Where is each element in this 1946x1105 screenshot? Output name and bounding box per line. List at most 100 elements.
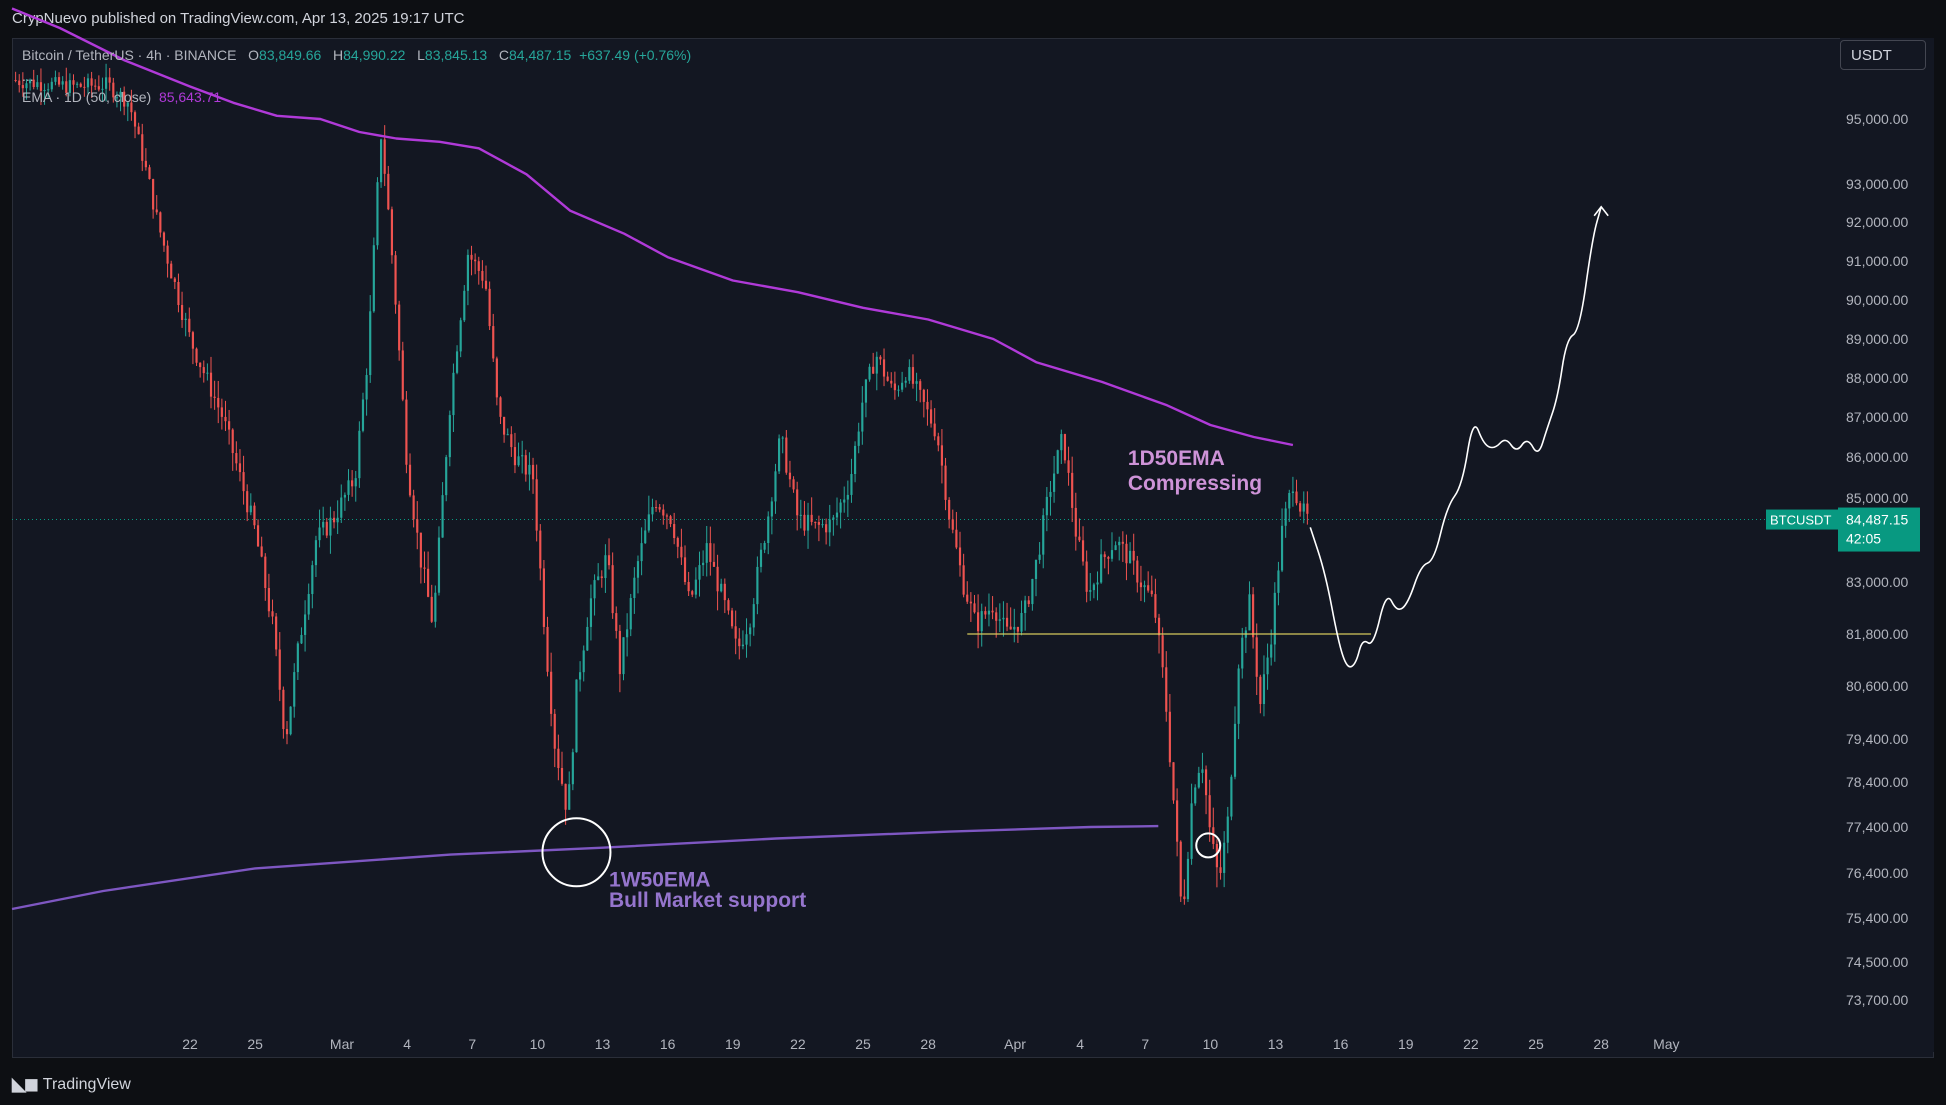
x-tick-label: 19 (1398, 1036, 1414, 1052)
candle-body (354, 478, 357, 487)
x-tick-label: 10 (530, 1036, 546, 1052)
candle-body (756, 566, 759, 605)
candle-body (879, 356, 882, 360)
candle-body (1060, 434, 1063, 451)
candle-body (36, 82, 39, 88)
candle-body (477, 261, 480, 271)
candle-body (25, 83, 28, 89)
candle-body (622, 637, 625, 675)
candle-body (322, 521, 325, 528)
legend-more[interactable]: ... (22, 68, 34, 84)
x-tick-label: 22 (182, 1036, 198, 1052)
candle-body (104, 77, 108, 89)
x-tick-label: 13 (595, 1036, 611, 1052)
candle-body (1223, 842, 1226, 873)
candle-body (383, 139, 386, 174)
candle-body (39, 82, 43, 91)
candle-body (531, 464, 535, 480)
candle-body (991, 610, 994, 613)
y-tick-label: 79,400.00 (1846, 731, 1908, 747)
candle-body (260, 546, 263, 557)
candle-body (361, 399, 365, 431)
symbol-label[interactable]: Bitcoin / TetherUS · 4h · BINANCE (22, 47, 237, 63)
candle-body (835, 512, 839, 518)
candle-body (228, 421, 231, 430)
candle-body (224, 416, 227, 422)
candle-body (1136, 560, 1139, 583)
candle-body (984, 611, 987, 615)
candle-body (1114, 545, 1117, 551)
x-tick-label: 16 (1333, 1036, 1349, 1052)
candle-body (995, 612, 998, 621)
candle-body (593, 580, 596, 599)
candle-body (654, 507, 658, 509)
candle-body (249, 505, 252, 513)
candle-body (1280, 525, 1284, 571)
y-tick-label: 92,000.00 (1846, 214, 1908, 230)
candle-body (1201, 769, 1204, 773)
candle-body (781, 437, 784, 439)
publisher-line: CrypNuevo published on TradingView.com, … (12, 10, 465, 27)
candle-body (101, 88, 104, 90)
candle-body (1252, 594, 1255, 638)
candle-body (908, 367, 911, 381)
candle-body (687, 581, 690, 592)
candle-body (466, 254, 469, 291)
candle-body (853, 445, 857, 475)
candle-body (481, 270, 484, 281)
candle-body (709, 543, 712, 562)
candle-body (76, 83, 79, 85)
candle-body (474, 259, 477, 262)
chart-frame[interactable] (12, 38, 1934, 1058)
candle-body (448, 415, 451, 458)
candle-body (702, 562, 705, 566)
candle-body (351, 480, 354, 487)
candle-body (238, 463, 242, 473)
candle-body (1219, 867, 1222, 873)
candle-body (911, 367, 915, 384)
currency-button[interactable]: USDT (1840, 40, 1926, 70)
y-tick-label: 85,000.00 (1846, 490, 1908, 506)
candle-body (119, 91, 122, 98)
candle-body (18, 80, 21, 86)
annotation-text: Compressing (1128, 472, 1262, 495)
candle-body (61, 81, 64, 85)
x-tick-label: 4 (403, 1036, 411, 1052)
candle-body (14, 80, 17, 81)
candle-body (275, 616, 278, 650)
candle-body (419, 532, 422, 568)
tradingview-logo[interactable]: ◣◼ TradingView (12, 1074, 131, 1095)
candle-body (1157, 617, 1161, 636)
x-tick-label: 16 (660, 1036, 676, 1052)
ema-1w-line (11, 824, 1159, 911)
x-tick-label: 7 (1141, 1036, 1149, 1052)
candle-body (524, 455, 527, 475)
candle-body (329, 517, 332, 536)
candle-body (662, 509, 665, 516)
candle-body (893, 383, 896, 391)
candle-body (1056, 450, 1059, 474)
ema-indicator-label[interactable]: EMA · 1D (50, close) (22, 89, 152, 105)
candle-body (814, 521, 817, 523)
candle-body (126, 102, 129, 107)
candle-body (1034, 559, 1038, 579)
candle-body (940, 445, 944, 466)
candle-body (846, 494, 849, 500)
candle-body (926, 401, 929, 410)
candle-body (676, 538, 679, 547)
candle-body (314, 540, 318, 566)
candle-body (231, 429, 234, 454)
candle-body (94, 85, 97, 87)
y-tick-label: 81,800.00 (1846, 626, 1908, 642)
candle-body (1197, 772, 1200, 788)
candle-body (550, 671, 553, 714)
x-axis: 22 25 Mar 4 7 10 13 16 19 22 25 28 Apr 4 7 10 13 16 19 22 25… (182, 1036, 1679, 1052)
ema-lines (11, 7, 1294, 911)
candle-body (1031, 578, 1034, 605)
candle-body (1085, 561, 1088, 592)
candle-body (575, 679, 578, 753)
candle-body (390, 209, 394, 256)
tradingview-brand: TradingView (42, 1075, 131, 1093)
candle-body (300, 634, 303, 644)
